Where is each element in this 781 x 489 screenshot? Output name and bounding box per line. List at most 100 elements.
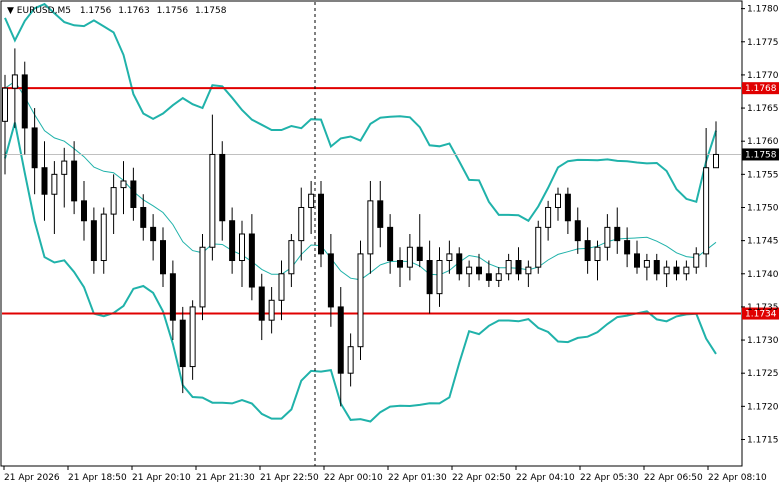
candle-body-bull	[209, 153, 216, 248]
candle	[555, 187, 561, 221]
candle	[71, 141, 78, 215]
candle-body-bull	[555, 193, 561, 208]
candle-body-bull	[693, 253, 700, 268]
candle-body-bull	[268, 299, 275, 321]
candle-body-bull	[683, 266, 690, 275]
candle-body-bull	[545, 206, 552, 228]
candlesticks	[2, 48, 719, 407]
candle	[367, 180, 374, 274]
candle	[90, 207, 97, 274]
candle-body-bear	[318, 193, 324, 255]
x-tick-label: 21 Apr 22:50	[260, 473, 319, 483]
current-price-label: 1.1758	[745, 150, 777, 160]
candle	[327, 234, 334, 327]
candle-body-bear	[653, 260, 660, 275]
candle	[683, 260, 690, 281]
candle-body-bear	[229, 220, 236, 262]
candle-body-bull	[298, 206, 305, 242]
candle-body-bear	[71, 160, 78, 202]
candle	[110, 174, 117, 234]
candle-body-bear	[150, 226, 157, 242]
candle	[318, 180, 324, 268]
candle-body-bear	[426, 260, 433, 295]
candle-body-bull	[495, 273, 502, 281]
candle-body-bull	[713, 153, 719, 169]
x-tick-label: 22 Apr 01:30	[388, 473, 447, 483]
candle	[288, 234, 295, 288]
candle-body-bull	[100, 213, 107, 262]
candle	[505, 253, 512, 281]
chart-header-symbol: ▼ EURUSD,M5 1.1756 1.1763 1.1756 1.1758	[7, 6, 227, 16]
x-tick-label: 22 Apr 04:10	[516, 473, 575, 483]
candle-body-bull	[51, 173, 58, 195]
candle-body-bear	[485, 273, 492, 281]
y-tick-label: 1.1760	[747, 137, 779, 147]
candle	[61, 147, 68, 208]
lower-band-line	[4, 122, 717, 423]
candle-body-bear	[179, 319, 186, 368]
candle-body-bear	[90, 220, 97, 262]
candle-body-bull	[594, 246, 601, 262]
candle-body-bear	[248, 233, 255, 288]
candle-body-bear	[397, 260, 403, 268]
y-tick-label: 1.1755	[747, 170, 779, 180]
candle	[51, 161, 58, 234]
candle	[436, 247, 443, 307]
y-tick-label: 1.1780	[747, 5, 779, 15]
candle	[278, 260, 285, 321]
candle	[703, 127, 710, 268]
candle-body-bull	[278, 273, 285, 301]
candle-body-bear	[416, 246, 423, 262]
candle	[150, 214, 157, 261]
candle	[535, 220, 542, 274]
candle-body-bull	[406, 246, 413, 268]
y-tick-label: 1.1730	[747, 336, 779, 346]
candle	[604, 214, 611, 261]
candle	[219, 141, 226, 241]
y-tick-label: 1.1740	[747, 270, 779, 280]
candle	[2, 74, 8, 175]
candle-body-bear	[564, 193, 571, 222]
candle-body-bull	[110, 187, 117, 215]
candle	[495, 267, 502, 288]
candle	[426, 240, 433, 314]
axis-labels: 1.17151.17201.17251.17301.17351.17401.17…	[3, 5, 779, 483]
candle-body-bear	[574, 220, 581, 242]
candle-body-bear	[624, 240, 631, 255]
candle	[693, 247, 700, 274]
candle-body-bear	[219, 153, 226, 222]
price-level-tag	[742, 307, 779, 320]
candle	[130, 167, 137, 221]
candle-body-bear	[81, 200, 87, 222]
candle	[663, 260, 670, 288]
candle-body-bull	[525, 266, 532, 275]
candle-body-bear	[456, 253, 463, 275]
candle	[308, 180, 315, 234]
candle-body-bear	[673, 266, 680, 275]
candle-body-bear	[584, 240, 591, 262]
candle-body-bear	[21, 74, 28, 129]
candle-body-bull	[663, 266, 670, 275]
candle	[169, 260, 176, 341]
x-tick-label: 22 Apr 02:50	[452, 473, 511, 483]
y-tick-label: 1.1750	[747, 203, 779, 213]
candle	[614, 207, 621, 254]
candle-body-bull	[604, 226, 611, 248]
candle	[584, 227, 591, 274]
candle	[574, 207, 581, 254]
x-tick-label: 22 Apr 06:50	[644, 473, 703, 483]
candle-body-bull	[367, 200, 374, 255]
candle-body-bear	[377, 200, 384, 228]
candle-body-bull	[308, 193, 315, 208]
timeframe-label: M5	[57, 6, 71, 16]
candle-body-bear	[387, 226, 394, 262]
horizontal-levels[interactable]: 1.1768 1.1734 1.1758	[2, 82, 779, 320]
y-tick-label: 1.1720	[747, 402, 779, 412]
candle-body-bull	[643, 260, 650, 268]
candle	[21, 61, 28, 155]
candle-body-bear	[327, 253, 334, 308]
y-tick-label: 1.1715	[747, 435, 779, 445]
candle	[199, 234, 206, 321]
